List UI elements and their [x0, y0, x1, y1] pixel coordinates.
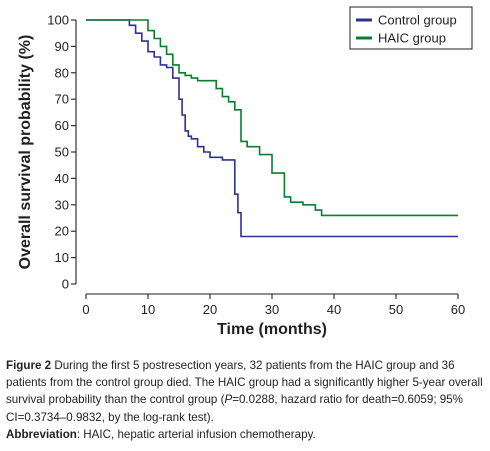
- y-axis-title: Overall survival probability (%): [17, 35, 34, 270]
- abbreviation-label: Abbreviation: [6, 427, 77, 441]
- abbreviation-paragraph: Abbreviation: HAIC, hepatic arterial inf…: [6, 426, 484, 443]
- y-tick-label: 20: [55, 224, 69, 239]
- x-tick-label: 10: [141, 302, 155, 317]
- legend-label: Control group: [378, 13, 457, 28]
- y-tick-label: 50: [55, 145, 69, 160]
- y-tick-label: 60: [55, 118, 69, 133]
- y-tick-label: 80: [55, 65, 69, 80]
- abbreviation-text: : HAIC, hepatic arterial infusion chemot…: [76, 427, 316, 441]
- x-tick-label: 20: [203, 302, 217, 317]
- x-axis-title: Time (months): [217, 321, 327, 338]
- y-tick-label: 10: [55, 250, 69, 265]
- series-layer: [86, 19, 458, 238]
- y-tick-label: 0: [62, 277, 69, 292]
- x-tick-label: 0: [82, 302, 89, 317]
- survival-chart: 0 10 20 30 40 50 60 70 80 90 100 0 10 20 30 40 50 60 Cont…: [17, 6, 473, 338]
- x-tick-label: 60: [451, 302, 465, 317]
- series-line-control-group: [86, 19, 458, 238]
- figure-label: Figure 2: [6, 359, 52, 372]
- legend-box: [349, 6, 473, 50]
- caption-paragraph: Figure 2 During the first 5 postresectio…: [6, 357, 484, 426]
- series-line-haic-group: [86, 19, 458, 217]
- x-tick-label: 50: [389, 302, 403, 317]
- chart-canvas: 0 10 20 30 40 50 60 70 80 90 100 0 10 20 30 40 50 60 Cont…: [17, 6, 473, 338]
- caption-text-1: During the first 5 postresection years, …: [6, 359, 483, 407]
- caption-p-italic: P: [224, 393, 233, 407]
- y-tick-label: 70: [55, 92, 69, 107]
- legend-label: HAIC group: [378, 31, 446, 46]
- x-tick-label: 30: [265, 302, 279, 317]
- legend: Control group HAIC group: [349, 6, 473, 50]
- axes: 0 10 20 30 40 50 60 70 80 90 100 0 10 20 30 40 50 60: [47, 13, 465, 318]
- caption-text-2: =0.0288, hazard ratio for death=0.6059; …: [6, 393, 463, 424]
- y-tick-label: 40: [55, 171, 69, 186]
- y-tick-label: 90: [55, 39, 69, 54]
- y-tick-label: 100: [47, 13, 69, 28]
- x-tick-label: 40: [327, 302, 341, 317]
- y-tick-label: 30: [55, 197, 69, 212]
- figure-caption: Figure 2 During the first 5 postresectio…: [6, 357, 484, 443]
